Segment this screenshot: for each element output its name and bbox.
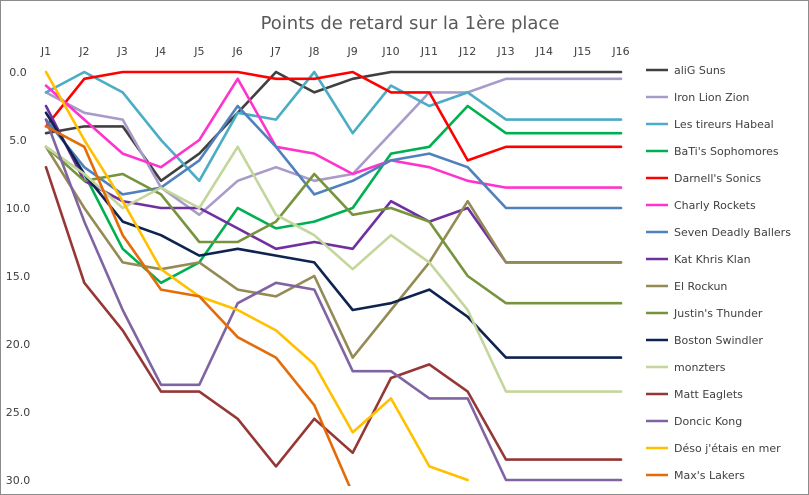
series-line [44, 70, 469, 482]
plot-area [44, 70, 623, 486]
y-tick-label: 25.0 [6, 406, 31, 419]
y-tick-label: 5.0 [9, 134, 27, 147]
legend-label: Kat Khris Klan [674, 253, 751, 266]
legend-label: Iron Lion Zion [674, 91, 749, 104]
series-line [44, 165, 623, 468]
series-line [44, 125, 351, 486]
y-tick-label: 15.0 [6, 270, 31, 283]
series-line [44, 77, 623, 189]
series-line [44, 104, 623, 264]
legend-label: El Rockun [674, 280, 727, 293]
x-tick-label: J16 [611, 45, 629, 58]
series-line [44, 104, 623, 210]
x-tick-label: J15 [573, 45, 591, 58]
legend-label: Les tireurs Habeal [674, 118, 774, 131]
x-tick-label: J12 [458, 45, 476, 58]
series-line [44, 70, 623, 162]
series-line [44, 111, 623, 359]
x-tick-label: J11 [420, 45, 438, 58]
series-line [44, 145, 623, 305]
y-tick-label: 30.0 [6, 474, 31, 487]
x-tick-label: J6 [232, 45, 243, 58]
x-tick-label: J3 [117, 45, 128, 58]
legend: aliG Suns Iron Lion Zion Les tireurs Habea… [646, 64, 791, 482]
x-tick-label: J7 [270, 45, 281, 58]
series-line [44, 70, 623, 183]
legend-label: monzters [674, 361, 726, 374]
legend-label: Seven Deadly Ballers [674, 226, 791, 239]
legend-label: Déso j'étais en mer [674, 442, 781, 455]
x-axis: J1 J2 J3 J4 J5 J6 J7 J8 J9 J10 J11 J12 J13 J14 J15 J16 [40, 45, 630, 58]
legend-label: Boston Swindler [674, 334, 763, 347]
legend-label: Justin's Thunder [673, 307, 763, 320]
legend-label: Matt Eaglets [674, 388, 743, 401]
legend-label: Charly Rockets [674, 199, 756, 212]
series-line [44, 77, 623, 217]
x-tick-label: J13 [496, 45, 514, 58]
x-tick-label: J1 [40, 45, 51, 58]
x-tick-label: J14 [535, 45, 553, 58]
series-line [44, 145, 623, 359]
x-tick-label: J8 [308, 45, 319, 58]
x-tick-label: J10 [381, 45, 399, 58]
legend-label: Darnell's Sonics [674, 172, 761, 185]
legend-label: Doncic Kong [674, 415, 742, 428]
x-tick-label: J4 [155, 45, 166, 58]
x-tick-label: J9 [347, 45, 358, 58]
legend-label: Max's Lakers [674, 469, 745, 482]
y-tick-label: 0.0 [9, 66, 27, 79]
legend-label: BaTi's Sophomores [674, 145, 779, 158]
x-tick-label: J2 [78, 45, 89, 58]
x-tick-label: J5 [193, 45, 204, 58]
series-line [44, 118, 623, 482]
y-axis: 0.0 5.0 10.0 15.0 20.0 25.0 30.0 [6, 66, 31, 487]
y-tick-label: 10.0 [6, 202, 31, 215]
series-line [44, 145, 623, 393]
y-tick-label: 20.0 [6, 338, 31, 351]
chart-title: Points de retard sur la 1ère place [261, 13, 560, 34]
legend-label: aliG Suns [674, 64, 726, 77]
